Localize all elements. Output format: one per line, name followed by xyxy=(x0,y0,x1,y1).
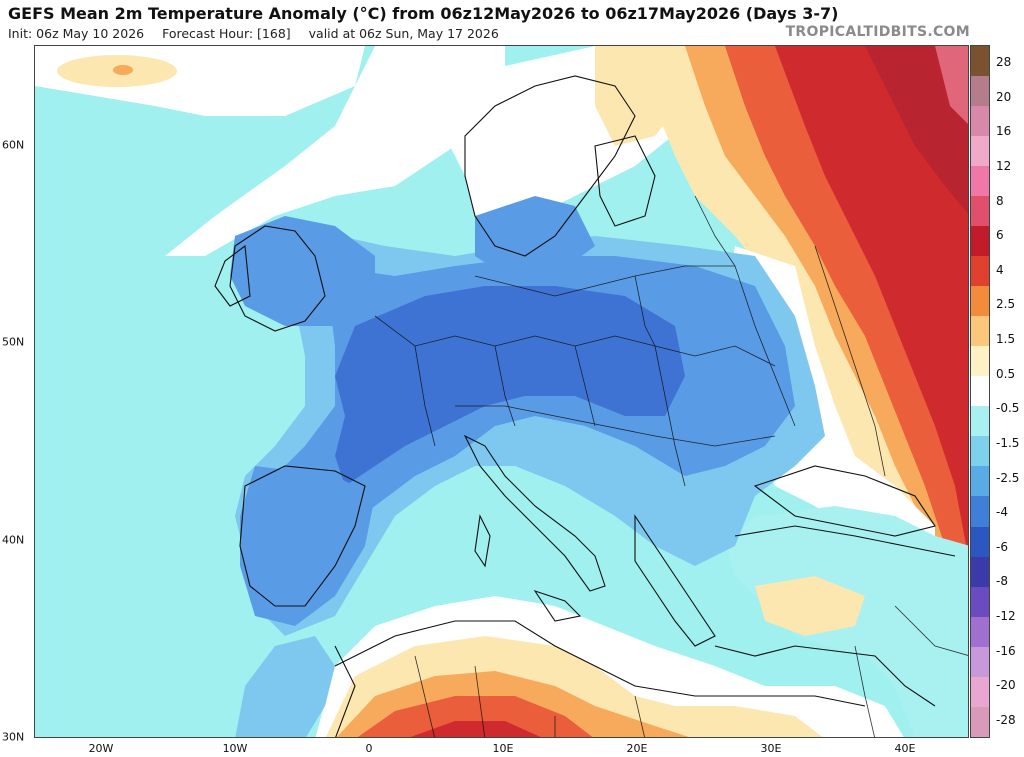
colorbar-label: -1.5 xyxy=(996,435,1020,450)
colorbar-label: -2.5 xyxy=(996,470,1020,485)
colorbar-label: -20 xyxy=(996,678,1016,693)
x-tick-label: 20W xyxy=(88,742,114,755)
y-tick-label: 30N xyxy=(2,730,25,744)
colorbar-swatch xyxy=(971,496,989,527)
colorbar-label: 12 xyxy=(996,158,1012,173)
init-time: Init: 06z May 10 2026 xyxy=(8,26,145,41)
colorbar-label: 16 xyxy=(996,124,1012,139)
colorbar-swatch xyxy=(971,166,989,197)
africa-warm3 xyxy=(357,696,593,737)
colorbar-label: 4 xyxy=(996,262,1004,277)
central-cold3 xyxy=(335,286,685,486)
colorbar-label: -4 xyxy=(996,505,1008,520)
colorbar-label: -12 xyxy=(996,609,1016,624)
colorbar-label: -8 xyxy=(996,574,1008,589)
colorbar-swatch xyxy=(971,436,989,467)
colorbar-swatch xyxy=(971,466,989,497)
colorbar-swatch xyxy=(971,586,989,617)
colorbar-label: 28 xyxy=(996,55,1012,69)
valid-time: valid at 06z Sun, May 17 2026 xyxy=(308,26,499,41)
colorbar-swatch xyxy=(971,406,989,437)
colorbar-swatch xyxy=(971,646,989,677)
colorbar-label: -6 xyxy=(996,539,1008,554)
x-tick-label: 30E xyxy=(760,742,782,755)
colorbar-swatch xyxy=(971,196,989,227)
colorbar-swatch xyxy=(971,226,989,257)
colorbar-swatch xyxy=(971,346,989,377)
east-warm4 xyxy=(775,46,968,556)
scandinavia-south-cold xyxy=(475,196,595,276)
africa-warm4 xyxy=(410,721,541,737)
northeast-pink xyxy=(935,46,968,124)
iberia-cold xyxy=(240,466,375,626)
brand-watermark: TROPICALTIDBITS.COM xyxy=(785,24,970,40)
colorbar-swatch xyxy=(971,256,989,287)
colorbar-label: 0.5 xyxy=(996,366,1016,381)
warm-iceland-core xyxy=(113,65,133,75)
map-title: GEFS Mean 2m Temperature Anomaly (°C) fr… xyxy=(8,4,839,23)
morocco-cold xyxy=(235,636,335,737)
y-tick-label: 40N xyxy=(2,533,25,547)
x-tick-label: 10E xyxy=(492,742,514,755)
y-tick-label: 50N xyxy=(2,335,25,349)
colorbar-swatch xyxy=(971,376,989,407)
colorbar-label: -16 xyxy=(996,643,1016,658)
anomaly-map xyxy=(34,45,969,738)
anomaly-map-canvas xyxy=(35,46,968,737)
colorbar-label: 20 xyxy=(996,89,1012,104)
colorbar-swatch xyxy=(971,616,989,647)
colorbar-label: 6 xyxy=(996,228,1004,243)
colorbar-label: 1.5 xyxy=(996,332,1016,347)
colorbar-swatch xyxy=(971,136,989,167)
east-warm5 xyxy=(865,46,968,214)
coastlines xyxy=(214,75,956,737)
colorbar-label: 8 xyxy=(996,193,1004,208)
x-tick-label: 10W xyxy=(222,742,248,755)
neutral-norwegian-sea xyxy=(165,46,505,256)
map-subtitle: Init: 06z May 10 2026 Forecast Hour: [16… xyxy=(8,26,513,41)
x-tick-label: 40E xyxy=(894,742,916,755)
british-isles-cold xyxy=(230,216,375,326)
colorbar-swatch xyxy=(971,76,989,107)
colorbar-swatch xyxy=(971,106,989,137)
colorbar-swatch xyxy=(971,46,989,77)
colorbar xyxy=(970,45,990,738)
forecast-hour: Forecast Hour: [168] xyxy=(162,26,291,41)
turkey-warm-patch xyxy=(755,576,865,636)
x-tick-label: 20E xyxy=(626,742,648,755)
y-tick-label: 60N xyxy=(2,138,25,152)
colorbar-swatch xyxy=(971,316,989,347)
colorbar-label: -28 xyxy=(996,713,1016,727)
colorbar-swatch xyxy=(971,556,989,587)
colorbar-swatch xyxy=(971,676,989,707)
colorbar-swatch xyxy=(971,286,989,317)
country-borders xyxy=(374,195,968,737)
colorbar-label: 2.5 xyxy=(996,297,1016,312)
x-tick-label: 0 xyxy=(365,742,373,755)
colorbar-swatch xyxy=(971,706,989,737)
colorbar-swatch xyxy=(971,526,989,557)
colorbar-label: -0.5 xyxy=(996,401,1020,416)
